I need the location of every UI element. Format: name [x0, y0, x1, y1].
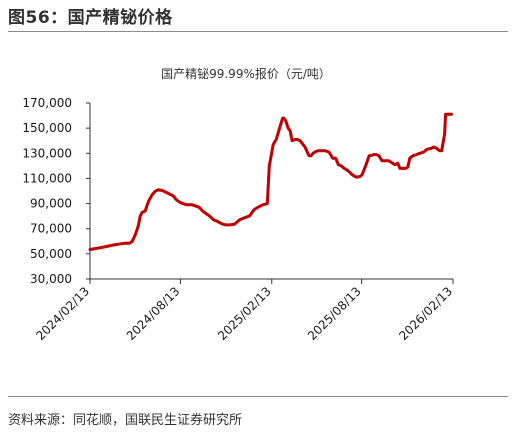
- y-axis: 30,000 50,000 70,000 90,000 110,000 130,000 15…: [22, 96, 91, 286]
- chart-title: 国产精铋99.99%报价（元/吨）: [161, 66, 331, 81]
- y-tick-label: 130,000: [22, 146, 72, 160]
- figure-title: 图56：国产精铋价格: [8, 8, 173, 28]
- top-divider: [8, 31, 508, 32]
- bottom-divider: [8, 396, 508, 397]
- source-note: 资料来源：同花顺，国联民生证券研究所: [8, 413, 243, 428]
- price-series-line: [88, 112, 453, 251]
- x-tick-label: 2025/08/13: [305, 284, 364, 343]
- y-tick-label: 110,000: [22, 171, 72, 185]
- y-tick-label: 150,000: [22, 121, 72, 135]
- y-tick-label: 30,000: [30, 272, 72, 286]
- y-tick-label: 70,000: [30, 222, 72, 236]
- plot-area: [88, 112, 453, 251]
- x-tick-label: 2024/08/13: [124, 284, 183, 343]
- y-tick-label: 90,000: [30, 197, 72, 211]
- y-tick-label: 170,000: [22, 96, 72, 110]
- x-tick-label: 2025/02/13: [215, 284, 274, 343]
- x-tick-label: 2026/02/13: [396, 284, 455, 343]
- x-tick-label: 2024/02/13: [33, 284, 92, 343]
- y-tick-label: 50,000: [30, 247, 72, 261]
- x-axis: 2024/02/13 2024/08/13 2025/02/13 2025/08/13…: [33, 278, 455, 343]
- price-line-chart: 国产精铋99.99%报价（元/吨） 30,000 50,000 70,000 90,0…: [22, 66, 455, 343]
